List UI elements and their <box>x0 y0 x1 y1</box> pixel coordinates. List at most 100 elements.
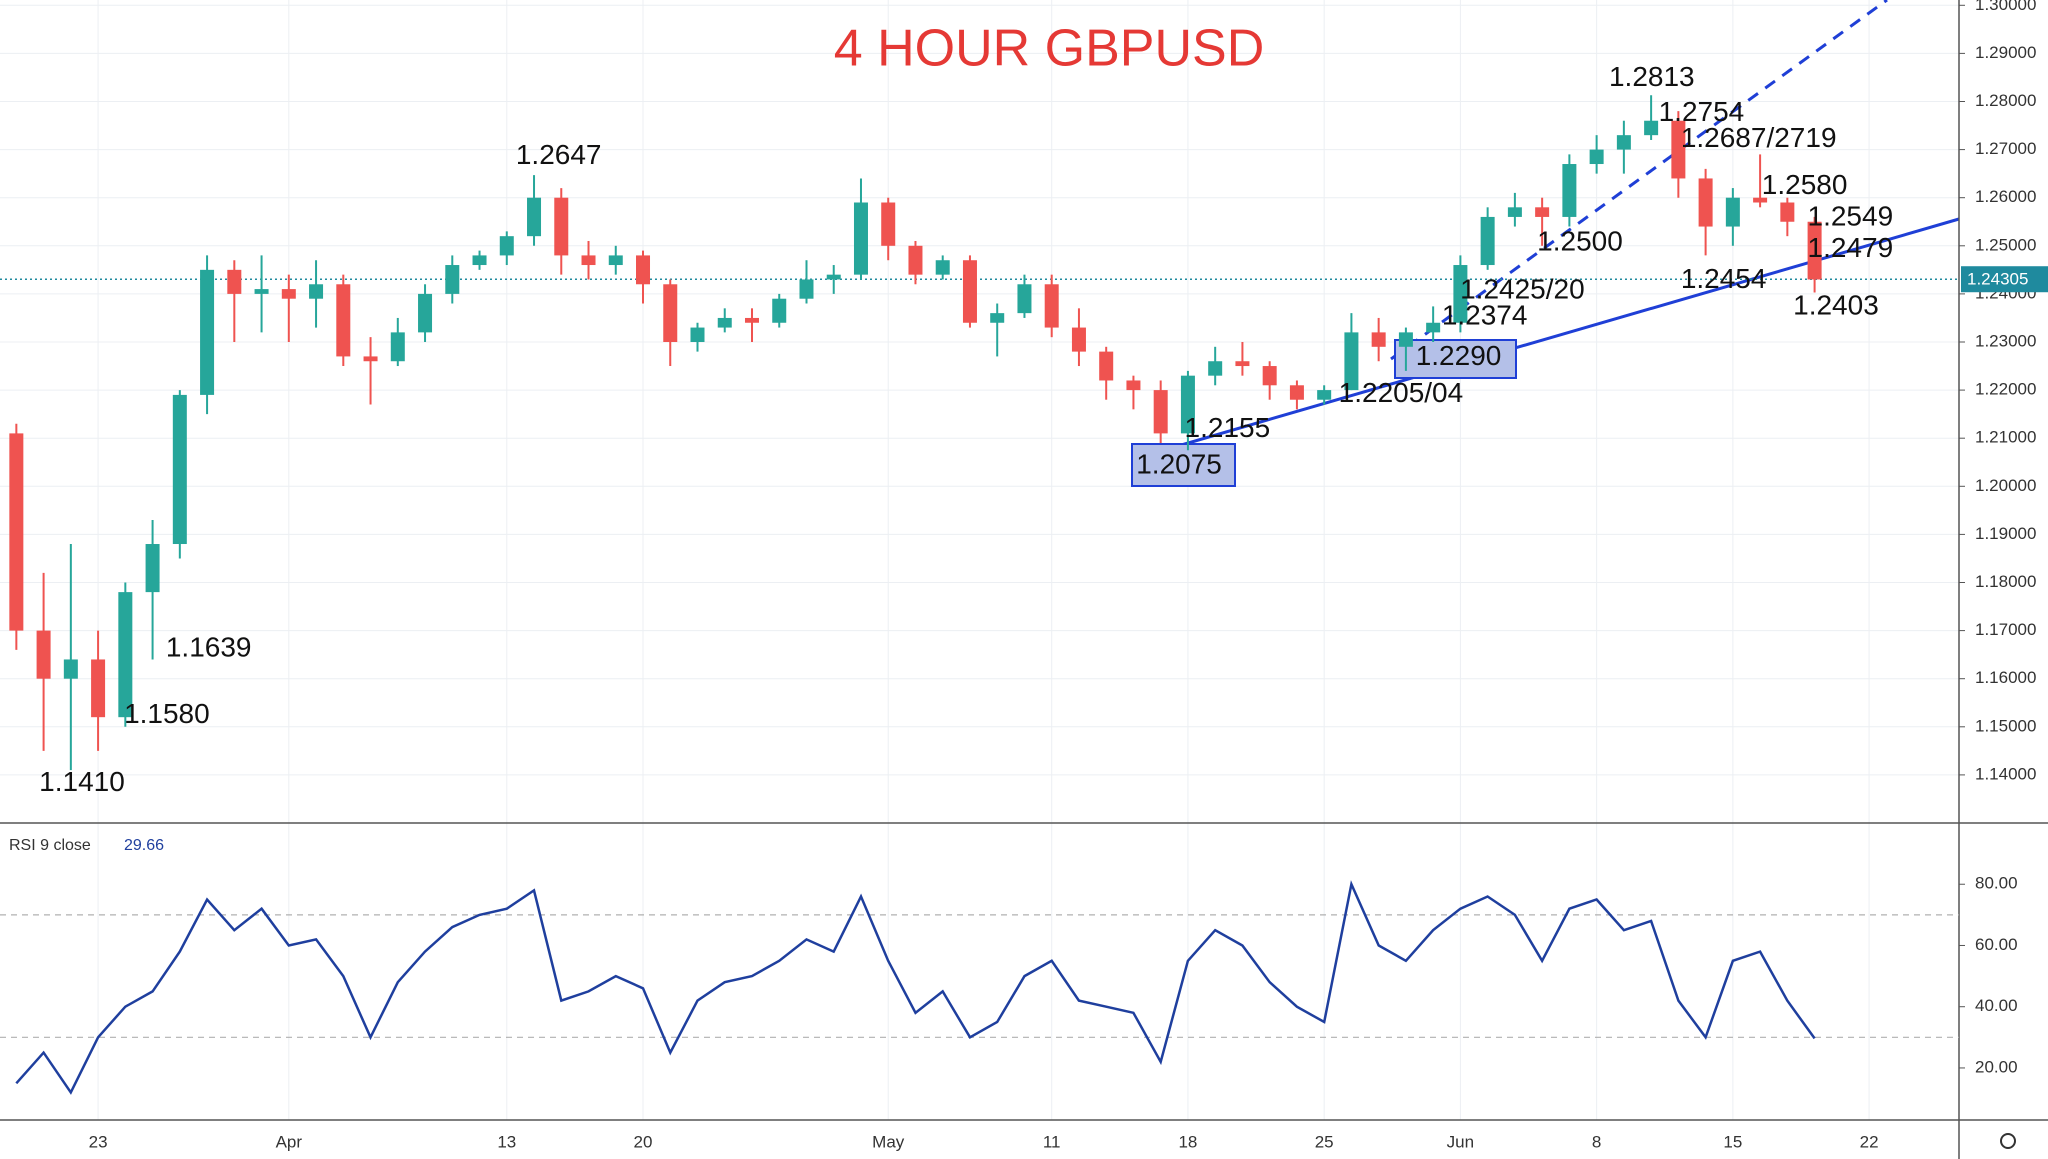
candle-body <box>1671 120 1686 179</box>
y-tick-label: 1.19000 <box>1975 524 2036 543</box>
candle-body <box>1644 120 1659 136</box>
x-tick-label: 13 <box>497 1132 516 1151</box>
annotation: 1.2813 <box>1609 61 1695 92</box>
annotation: 1.2580 <box>1762 169 1848 200</box>
annotation: 1.2479 <box>1808 232 1894 263</box>
candle-body <box>1289 385 1304 400</box>
candle-body <box>608 255 623 266</box>
candle-body <box>1208 361 1223 376</box>
candle-body <box>499 236 514 256</box>
annotation-box <box>1394 339 1517 379</box>
grid <box>0 0 1959 1120</box>
y-tick-label: 1.18000 <box>1975 572 2036 591</box>
annotation: 1.2205/04 <box>1339 377 1464 408</box>
indicator-value: 29.66 <box>124 837 164 854</box>
rsi-line <box>15 880 1816 1095</box>
candle-body <box>581 255 596 266</box>
candle-body <box>363 356 378 362</box>
candle-body <box>472 255 487 266</box>
x-tick-label: 8 <box>1592 1132 1601 1151</box>
y-tick-label: 1.22000 <box>1975 380 2036 399</box>
last-price-label: 1.24305 <box>1967 270 2028 289</box>
annotation: 1.2500 <box>1537 225 1623 256</box>
annotation: 1.2290 <box>1416 340 1502 371</box>
candle-body <box>1480 216 1495 266</box>
x-tick-label: 11 <box>1043 1132 1061 1151</box>
candle-body <box>200 269 215 395</box>
candle-body <box>1398 332 1413 347</box>
candle-body <box>1344 332 1359 391</box>
candle-body <box>636 255 651 285</box>
candle-body <box>281 289 296 299</box>
chart-title: 4 HOUR GBPUSD <box>834 20 1265 78</box>
annotation: 1.1410 <box>39 766 125 797</box>
candle-body <box>1126 380 1141 391</box>
candle-body <box>717 317 732 328</box>
candle-body <box>1071 327 1086 352</box>
annotation: 1.2075 <box>1136 449 1222 480</box>
annotation: 1.2425/20 <box>1460 274 1585 305</box>
y-tick-label: 1.26000 <box>1975 187 2036 206</box>
x-tick-label: 18 <box>1178 1132 1197 1151</box>
candle-body <box>799 279 814 299</box>
annotation: 1.2454 <box>1681 263 1767 294</box>
candle-body <box>990 313 1005 323</box>
candle-body <box>772 298 787 323</box>
candle-body <box>1262 366 1277 386</box>
candle-body <box>881 202 896 246</box>
annotation-box <box>1131 443 1236 487</box>
trend-line-dashed <box>1390 0 1888 361</box>
candle-body <box>1616 135 1631 150</box>
candle-body <box>853 202 868 275</box>
candle-body <box>1807 221 1822 280</box>
y-tick-label: 1.30000 <box>1975 0 2036 14</box>
candle-body <box>1507 207 1522 217</box>
candle-body <box>145 544 160 593</box>
x-tick-label: 15 <box>1723 1132 1742 1151</box>
y-tick-label: 1.23000 <box>1975 331 2036 350</box>
candle-body <box>1725 197 1740 227</box>
y-tick-label: 1.20000 <box>1975 476 2036 495</box>
indicator-title: RSI 9 close <box>9 837 91 854</box>
annotation: 1.1639 <box>166 631 252 662</box>
y-tick-label: 20.00 <box>1975 1057 2018 1076</box>
x-tick-label: 20 <box>634 1132 653 1151</box>
candle-body <box>418 293 433 333</box>
candle-body <box>118 592 133 718</box>
y-tick-label: 1.27000 <box>1975 139 2036 158</box>
settings-icon[interactable] <box>2000 1133 2016 1149</box>
x-tick-label: Jun <box>1447 1132 1474 1151</box>
y-tick-label: 1.14000 <box>1975 764 2036 783</box>
candle-body <box>1099 351 1114 381</box>
annotation: 1.2403 <box>1793 289 1879 320</box>
candle-body <box>1426 322 1441 333</box>
annotation: 1.2549 <box>1808 200 1894 231</box>
y-tick-label: 1.16000 <box>1975 668 2036 687</box>
candle-body <box>1698 178 1713 227</box>
candle-body <box>227 269 242 294</box>
candle-body <box>527 197 542 237</box>
candle-body <box>309 284 324 299</box>
y-tick-label: 40.00 <box>1975 996 2018 1015</box>
last-price-box <box>1961 266 2048 293</box>
candle-body <box>1044 284 1059 328</box>
candle-body <box>254 289 269 294</box>
y-tick-label: 1.15000 <box>1975 716 2036 735</box>
candle-body <box>63 659 78 679</box>
candle-body <box>908 245 923 275</box>
candle-body <box>390 332 405 362</box>
candle-body <box>9 433 24 631</box>
candle-body <box>663 284 678 342</box>
candle-body <box>1535 207 1550 217</box>
candle-body <box>91 659 106 718</box>
annotation: 1.2687/2719 <box>1681 122 1837 153</box>
candle-body <box>1562 164 1577 217</box>
y-tick-label: 1.25000 <box>1975 235 2036 254</box>
x-tick-label: 22 <box>1860 1132 1879 1151</box>
candle-body <box>935 260 950 275</box>
annotation: 1.2754 <box>1659 96 1745 127</box>
candle-body <box>962 260 977 323</box>
candle-body <box>1371 332 1386 347</box>
y-tick-label: 1.28000 <box>1975 91 2036 110</box>
